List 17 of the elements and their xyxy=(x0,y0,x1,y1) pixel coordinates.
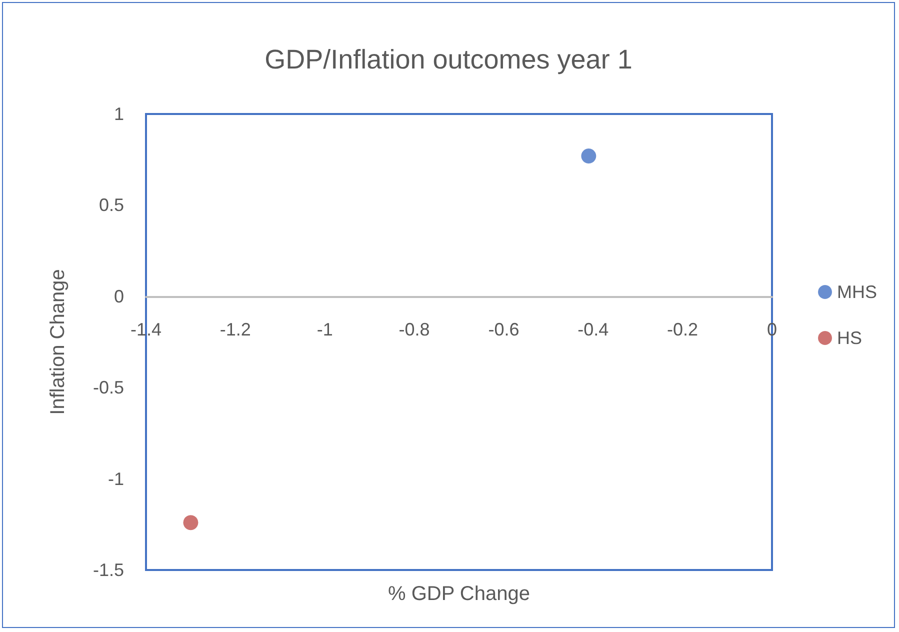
y-axis-title: Inflation Change xyxy=(47,269,69,415)
x-tick-label: -1.2 xyxy=(220,319,251,340)
x-tick-label: -0.4 xyxy=(578,319,609,340)
y-tick-label: -1.5 xyxy=(92,560,124,580)
y-tick-label: 1 xyxy=(114,104,124,124)
x-tick-label: -1 xyxy=(316,319,333,340)
x-tick-label: -0.2 xyxy=(667,319,698,340)
x-axis-title: % GDP Change xyxy=(388,583,530,605)
chart-title: GDP/Inflation outcomes year 1 xyxy=(264,44,632,74)
y-tick-label: 0.5 xyxy=(98,195,124,216)
legend-label: MHS xyxy=(837,282,877,302)
y-tick-label: -0.5 xyxy=(92,378,124,398)
x-tick-label: -0.8 xyxy=(398,319,430,340)
y-tick-label: 0 xyxy=(114,286,124,306)
y-tick-label: -1 xyxy=(108,468,124,489)
x-tick-label: -0.6 xyxy=(488,319,520,340)
legend-label: HS xyxy=(837,328,862,348)
